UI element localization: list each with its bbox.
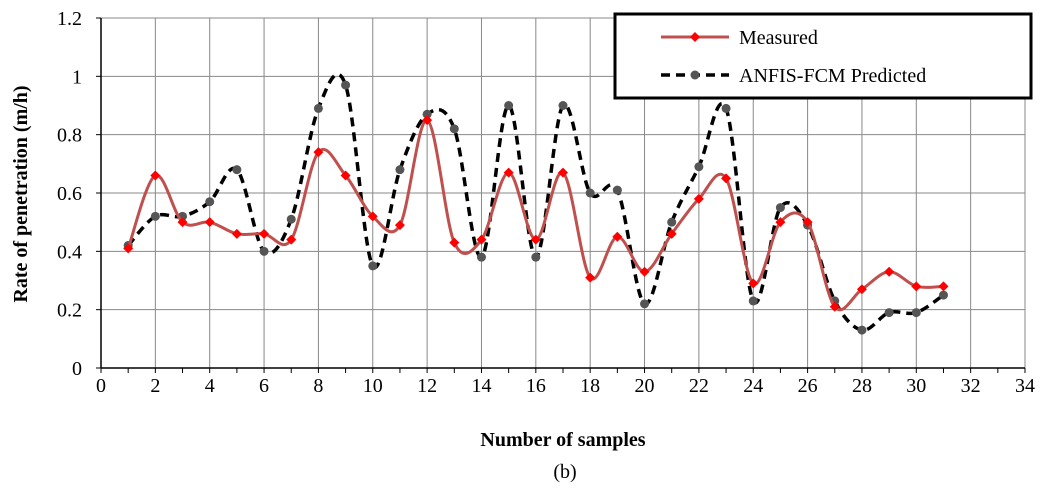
x-tick-label: 30 — [906, 375, 926, 397]
data-point-measured — [476, 234, 487, 245]
legend-marker-measured — [690, 32, 700, 42]
data-point-measured — [911, 281, 922, 292]
legend: Measured ANFIS-FCM Predicted — [613, 12, 1033, 100]
data-point-measured — [286, 234, 297, 245]
data-point-anfis-fcm-predicted — [504, 101, 514, 110]
data-point-anfis-fcm-predicted — [585, 188, 595, 198]
data-point-measured — [775, 217, 786, 228]
data-point-measured — [748, 278, 759, 289]
data-point-measured — [530, 234, 541, 245]
series-layer — [123, 72, 949, 335]
data-point-anfis-fcm-predicted — [449, 124, 459, 134]
legend-label-measured: Measured — [739, 27, 818, 49]
x-tick-label: 24 — [743, 375, 763, 397]
data-point-measured — [666, 228, 677, 239]
data-point-measured — [884, 266, 895, 277]
data-point-measured — [394, 220, 405, 231]
y-tick-label: 0.2 — [57, 300, 82, 322]
x-tick-label: 22 — [689, 375, 709, 397]
y-tick-label: 1 — [72, 66, 82, 88]
figure-caption: (b) — [553, 461, 576, 483]
data-point-anfis-fcm-predicted — [476, 252, 486, 262]
x-tick-label: 26 — [798, 375, 818, 397]
x-tick-label: 18 — [580, 375, 600, 397]
x-tick-label: 4 — [205, 375, 215, 397]
data-point-measured — [503, 167, 514, 178]
x-tick-labels: 0 2 4 6 8 10 12 14 16 18 20 22 24 26 28 30 32 34 — [96, 375, 1035, 397]
data-point-anfis-fcm-predicted — [857, 325, 867, 335]
y-tick-label: 1.2 — [57, 8, 82, 30]
data-point-anfis-fcm-predicted — [531, 252, 541, 262]
x-tick-label: 28 — [852, 375, 872, 397]
data-point-anfis-fcm-predicted — [313, 103, 323, 113]
data-point-measured — [639, 266, 650, 277]
data-point-anfis-fcm-predicted — [422, 109, 432, 119]
data-point-measured — [449, 237, 460, 248]
data-point-measured — [422, 115, 433, 126]
x-tick-label: 34 — [1015, 375, 1035, 397]
data-point-anfis-fcm-predicted — [150, 211, 160, 221]
data-point-anfis-fcm-predicted — [721, 103, 731, 113]
data-point-anfis-fcm-predicted — [612, 185, 622, 195]
data-point-measured — [340, 170, 351, 181]
data-point-anfis-fcm-predicted — [775, 203, 785, 213]
y-axis-title: Rate of penetration (m/h) — [10, 85, 32, 302]
x-tick-label: 0 — [96, 375, 106, 397]
x-tick-label: 12 — [417, 375, 437, 397]
x-axis-title: Number of samples — [480, 429, 645, 451]
data-point-measured — [204, 217, 215, 228]
data-point-anfis-fcm-predicted — [938, 290, 948, 300]
x-tick-label: 16 — [526, 375, 546, 397]
data-point-anfis-fcm-predicted — [286, 214, 296, 224]
x-tick-label: 6 — [259, 375, 269, 397]
data-point-anfis-fcm-predicted — [748, 296, 758, 306]
legend-marker-predicted — [690, 70, 700, 80]
legend-label-predicted: ANFIS-FCM Predicted — [739, 65, 926, 87]
data-point-anfis-fcm-predicted — [667, 217, 677, 227]
data-point-anfis-fcm-predicted — [694, 162, 704, 172]
data-point-measured — [693, 193, 704, 204]
data-point-anfis-fcm-predicted — [232, 165, 242, 175]
x-tick-label: 2 — [150, 375, 160, 397]
data-point-measured — [721, 173, 732, 184]
data-point-measured — [259, 228, 270, 239]
data-point-measured — [612, 231, 623, 242]
x-tick-label: 14 — [471, 375, 491, 397]
data-point-measured — [585, 272, 596, 283]
y-tick-label: 0 — [72, 358, 82, 380]
data-point-measured — [938, 281, 949, 292]
y-tick-label: 0.4 — [57, 241, 82, 263]
data-point-measured — [829, 301, 840, 312]
data-point-anfis-fcm-predicted — [558, 101, 568, 110]
data-point-measured — [802, 217, 813, 228]
data-point-measured — [367, 211, 378, 222]
y-tick-labels: 0 0.2 0.4 0.6 0.8 1 1.2 — [57, 8, 82, 380]
x-tick-label: 20 — [635, 375, 655, 397]
data-point-anfis-fcm-predicted — [395, 165, 405, 175]
axes — [96, 17, 1026, 373]
data-point-anfis-fcm-predicted — [368, 261, 378, 271]
legend-box — [613, 12, 1033, 100]
data-point-measured — [177, 217, 188, 228]
y-tick-label: 0.8 — [57, 125, 82, 147]
data-point-measured — [150, 170, 161, 181]
x-tick-label: 32 — [961, 375, 981, 397]
data-point-measured — [313, 147, 324, 158]
data-point-anfis-fcm-predicted — [341, 80, 351, 90]
data-point-measured — [231, 228, 242, 239]
data-point-anfis-fcm-predicted — [884, 308, 894, 318]
data-point-anfis-fcm-predicted — [205, 197, 215, 207]
y-tick-label: 0.6 — [57, 183, 82, 205]
data-point-measured — [558, 167, 568, 178]
x-tick-label: 10 — [363, 375, 383, 397]
data-point-anfis-fcm-predicted — [640, 299, 650, 309]
data-point-anfis-fcm-predicted — [259, 246, 269, 256]
x-tick-label: 8 — [313, 375, 323, 397]
data-point-anfis-fcm-predicted — [911, 308, 921, 318]
data-point-measured — [123, 243, 134, 254]
data-point-measured — [856, 284, 867, 295]
